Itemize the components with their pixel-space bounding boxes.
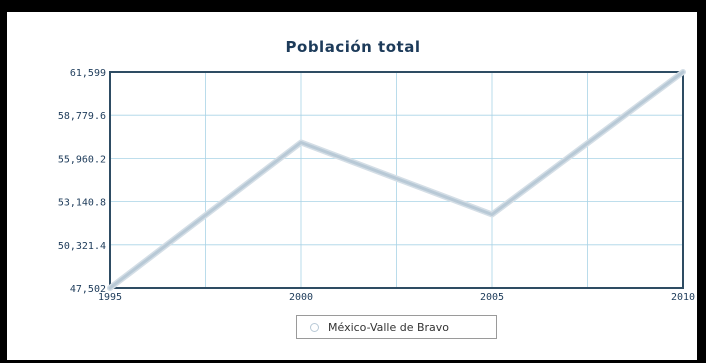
legend-marker-icon [310,322,319,332]
x-tick-label: 2005 [480,292,504,303]
chart-title: Población total [285,38,421,56]
legend[interactable]: México-Valle de Bravo [296,315,497,339]
axes [109,71,684,289]
y-axis-ticks: 61,599 58,779.6 55,960.2 53,140.8 50,321.4 47… [58,68,106,295]
plot-border [109,71,684,289]
y-tick-label: 50,321.4 [58,241,106,252]
x-tick-label: 2000 [289,292,313,303]
x-tick-label: 1995 [98,292,122,303]
y-tick-label: 58,779.6 [58,111,106,122]
x-tick-label: 2010 [671,292,695,303]
series-line [108,70,685,290]
series-lines [107,69,686,291]
y-tick-label: 47,502 [70,284,106,295]
x-axis-ticks: 1995 2000 2005 2010 [98,292,695,303]
y-tick-label: 61,599 [70,68,106,79]
y-tick-label: 55,960.2 [58,154,106,165]
y-tick-label: 53,140.8 [58,198,106,209]
legend-label: México-Valle de Bravo [328,320,450,334]
